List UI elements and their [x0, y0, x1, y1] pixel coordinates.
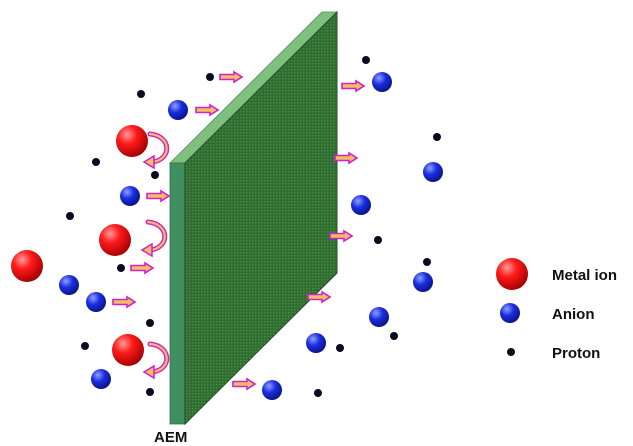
proton: [423, 258, 431, 266]
metal-ion: [99, 224, 131, 256]
membrane-side-edge: [170, 163, 185, 424]
anion: [91, 369, 111, 389]
anion: [262, 380, 282, 400]
proton: [66, 212, 74, 220]
transport-arrow: [113, 297, 135, 307]
proton: [92, 158, 100, 166]
legend-proton-label: Proton: [552, 345, 600, 362]
rejection-arrow-head: [144, 366, 154, 378]
legend-metal-ion-label: Metal ion: [552, 267, 617, 284]
transport-arrow: [233, 379, 255, 389]
legend: Metal ion Anion Proton: [496, 258, 617, 362]
transport-arrow: [131, 263, 153, 273]
proton: [374, 236, 382, 244]
proton: [314, 389, 322, 397]
proton: [137, 90, 145, 98]
rejection-arrow-head: [142, 244, 152, 256]
proton: [362, 56, 370, 64]
anion: [351, 195, 371, 215]
proton: [146, 319, 154, 327]
membrane-label: AEM: [154, 429, 187, 446]
membrane: [170, 12, 337, 424]
metal-ion: [112, 334, 144, 366]
proton: [117, 264, 125, 272]
proton: [146, 388, 154, 396]
transport-arrow: [147, 191, 169, 201]
proton: [151, 171, 159, 179]
legend-anion-label: Anion: [552, 306, 595, 323]
transport-arrow: [220, 72, 242, 82]
proton: [81, 342, 89, 350]
transport-arrow: [196, 105, 218, 115]
anion: [59, 275, 79, 295]
anion: [120, 186, 140, 206]
anion: [168, 100, 188, 120]
proton: [390, 332, 398, 340]
metal-ion: [116, 125, 148, 157]
legend-metal-ion-symbol: [496, 258, 528, 290]
anion: [369, 307, 389, 327]
legend-proton-symbol: [507, 348, 515, 356]
proton: [433, 133, 441, 141]
proton: [206, 73, 214, 81]
transport-arrow: [342, 81, 364, 91]
anion: [306, 333, 326, 353]
anion: [86, 292, 106, 312]
anion: [372, 72, 392, 92]
rejection-arrow-head: [144, 156, 154, 168]
curved-arrow-group: [142, 134, 167, 378]
legend-anion-symbol: [500, 303, 520, 323]
anion: [423, 162, 443, 182]
metal-ion: [11, 250, 43, 282]
transport-arrow: [335, 153, 357, 163]
anion: [413, 272, 433, 292]
proton: [336, 344, 344, 352]
